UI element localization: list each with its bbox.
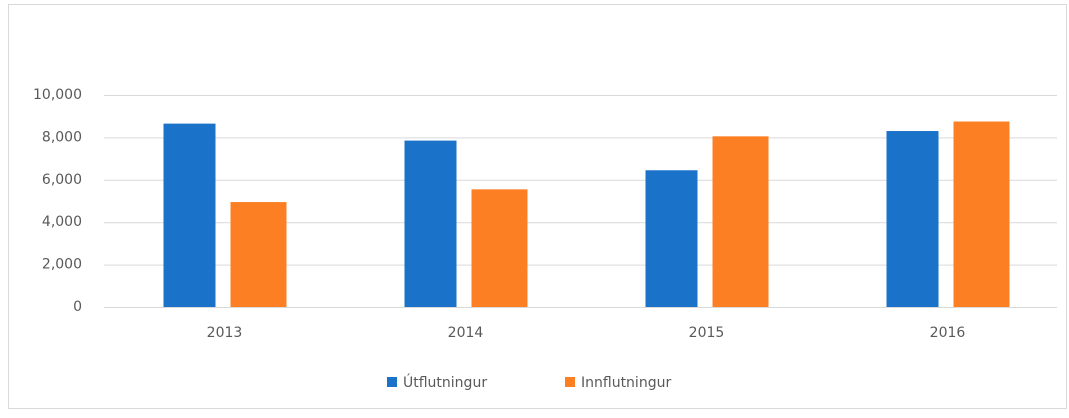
bar (712, 136, 769, 307)
legend-label: Innflutningur (581, 375, 671, 391)
bar (230, 202, 287, 307)
y-tick-label: 4,000 (42, 214, 82, 230)
bar (886, 131, 939, 307)
bar (404, 140, 457, 307)
bar (645, 170, 698, 307)
y-tick-label: 6,000 (42, 172, 82, 188)
bar (471, 189, 528, 307)
legend-swatch (387, 377, 397, 387)
legend-swatch (565, 377, 575, 387)
bar (163, 123, 216, 308)
y-tick-label: 10,000 (33, 87, 82, 103)
x-tick-label: 2014 (448, 325, 484, 341)
x-tick-label: 2015 (689, 325, 725, 341)
x-tick-label: 2013 (207, 325, 243, 341)
legend-label: Útflutningur (403, 373, 487, 391)
y-tick-label: 0 (73, 299, 82, 315)
bar (953, 121, 1010, 307)
y-tick-label: 2,000 (42, 257, 82, 273)
y-tick-label: 8,000 (42, 129, 82, 145)
x-tick-label: 2016 (930, 325, 966, 341)
